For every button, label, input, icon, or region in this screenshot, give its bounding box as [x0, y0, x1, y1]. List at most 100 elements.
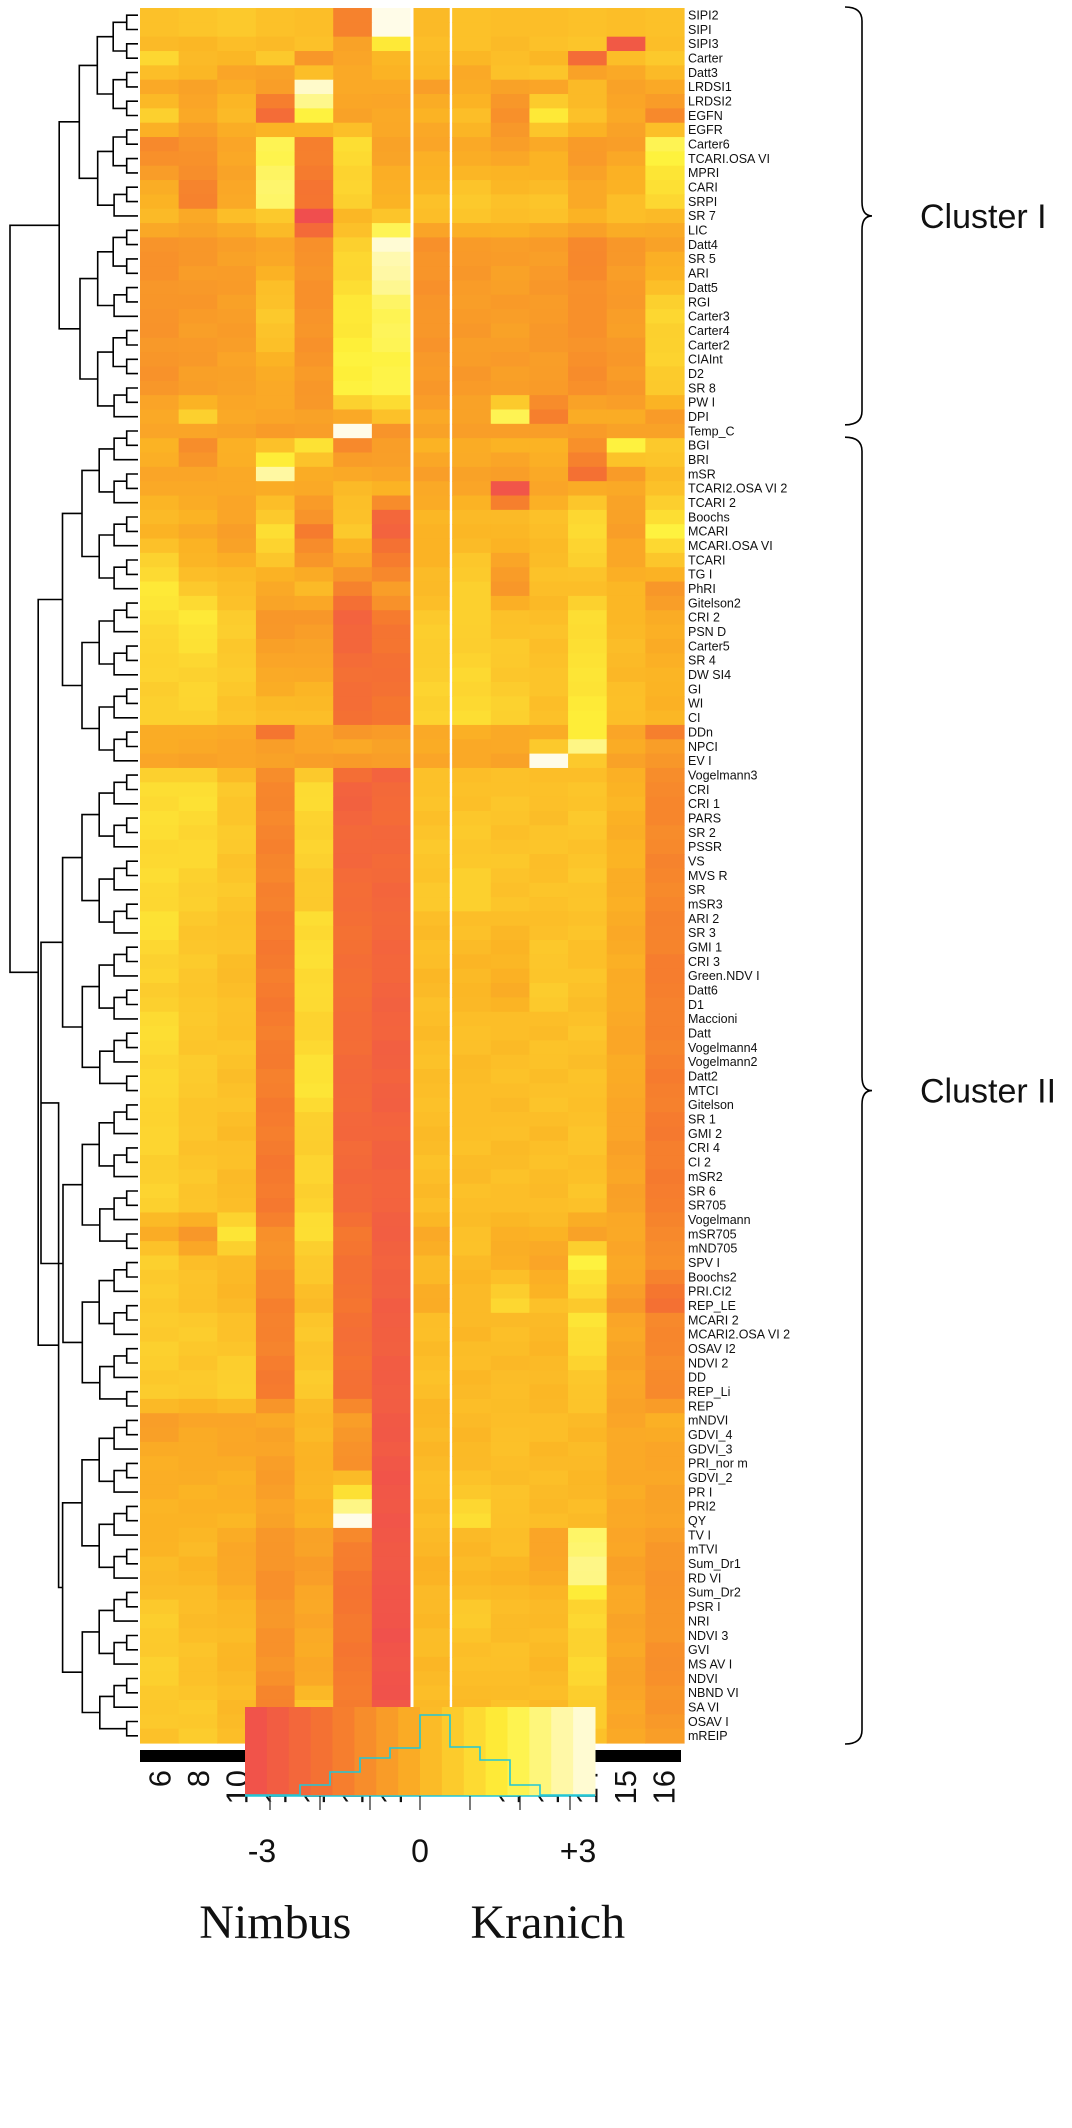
row-label: Datt [688, 1027, 711, 1041]
heatmap-cell [568, 997, 608, 1013]
heatmap-cell [645, 1542, 685, 1558]
color-key-swatch [551, 1707, 574, 1796]
heatmap-cell [452, 180, 492, 196]
heatmap-cell [294, 1241, 334, 1257]
cluster-label: Cluster II [920, 1073, 1056, 1111]
heatmap-cell [217, 667, 257, 683]
heatmap-cell [140, 51, 180, 66]
heatmap-cell [371, 1685, 412, 1701]
heatmap-cell [371, 51, 412, 66]
heatmap-cell [452, 968, 492, 984]
heatmap-cell [178, 294, 218, 310]
heatmap-cell [568, 782, 608, 798]
heatmap-cell [140, 509, 180, 525]
heatmap-cell [255, 65, 296, 81]
heatmap-cell [529, 1298, 569, 1314]
heatmap-cell [645, 853, 685, 869]
heatmap-cell [568, 1112, 608, 1128]
heatmap-cell [529, 1628, 569, 1644]
heatmap-cell [294, 1298, 334, 1314]
heatmap-cell [294, 882, 334, 898]
dendrogram-branch [112, 21, 127, 52]
heatmap-cell [529, 452, 569, 468]
heatmap-cell [294, 710, 334, 726]
heatmap-cell [140, 1069, 180, 1085]
heatmap-cell [568, 194, 608, 210]
heatmap-cell [217, 294, 257, 310]
heatmap-cell [178, 567, 218, 583]
heatmap-cell [452, 8, 492, 23]
heatmap-cell [255, 1011, 296, 1027]
dendrogram-branch [125, 1261, 138, 1278]
heatmap-cell [140, 1097, 180, 1113]
heatmap-cell [606, 782, 646, 798]
heatmap-cell [178, 1628, 218, 1644]
heatmap-cell [294, 1556, 334, 1572]
heatmap-cell [490, 423, 531, 439]
row-label: GDVI_3 [688, 1442, 733, 1456]
heatmap-cell [294, 1542, 334, 1558]
heatmap-cell [294, 1427, 334, 1443]
heatmap-cell [294, 753, 334, 769]
heatmap-cell [568, 1556, 608, 1572]
heatmap-cell [371, 309, 412, 325]
heatmap-cell [217, 767, 257, 783]
heatmap-cell [178, 1513, 218, 1529]
heatmap-cell [178, 538, 218, 554]
color-key-swatch [420, 1707, 443, 1796]
heatmap-cell [140, 1140, 180, 1156]
heatmap-cell [140, 423, 180, 439]
heatmap-cell [371, 1054, 412, 1070]
heatmap-cell [452, 1155, 492, 1171]
heatmap-cell [333, 1298, 373, 1314]
heatmap-cell [178, 165, 218, 181]
heatmap-cell [333, 524, 373, 540]
column-tick-label: 8 [181, 1770, 216, 1787]
heatmap-cell [413, 94, 450, 109]
row-label: NDVI 3 [688, 1629, 728, 1643]
heatmap-cell [413, 423, 450, 439]
heatmap-cell [333, 653, 373, 669]
heatmap-cell [178, 853, 218, 869]
heatmap-cell [413, 180, 450, 196]
row-label: NPCI [688, 740, 718, 754]
heatmap-cell [140, 466, 180, 482]
heatmap-cell [178, 1613, 218, 1629]
heatmap-cell [217, 897, 257, 912]
heatmap-cell [529, 395, 569, 411]
heatmap-cell [490, 753, 531, 769]
heatmap-cell [333, 1499, 373, 1515]
heatmap-cell [333, 22, 373, 38]
heatmap-cell [333, 1069, 373, 1085]
heatmap-cell [413, 1671, 450, 1687]
heatmap-cell [333, 968, 373, 984]
heatmap-cell [217, 1083, 257, 1099]
heatmap-cell [140, 753, 180, 769]
heatmap-cell [568, 1269, 608, 1285]
group-label: Nimbus [199, 1896, 351, 1949]
row-label: SR 8 [688, 381, 716, 395]
dendrogram-branch [125, 817, 138, 834]
dendrogram-branch [96, 35, 114, 95]
heatmap-cell [217, 825, 257, 841]
heatmap-cell [413, 194, 450, 210]
heatmap-cell [255, 452, 296, 468]
heatmap-cell [645, 94, 685, 109]
heatmap-cell [490, 610, 531, 626]
heatmap-cell [178, 1484, 218, 1500]
heatmap-cell [645, 1097, 685, 1113]
heatmap-cell [178, 1499, 218, 1515]
heatmap-cell [606, 1542, 646, 1558]
heatmap-cell [413, 1226, 450, 1242]
heatmap-cell [294, 237, 334, 253]
heatmap-cell [371, 452, 412, 468]
heatmap-cell [333, 79, 373, 95]
heatmap-cell [217, 696, 257, 712]
heatmap-cell [255, 423, 296, 439]
heatmap-cell [178, 51, 218, 66]
heatmap-cell [255, 1183, 296, 1199]
heatmap-cell [333, 1370, 373, 1386]
heatmap-cell [255, 1155, 296, 1171]
dendrogram-branch [125, 774, 138, 791]
heatmap-cell [217, 1169, 257, 1185]
